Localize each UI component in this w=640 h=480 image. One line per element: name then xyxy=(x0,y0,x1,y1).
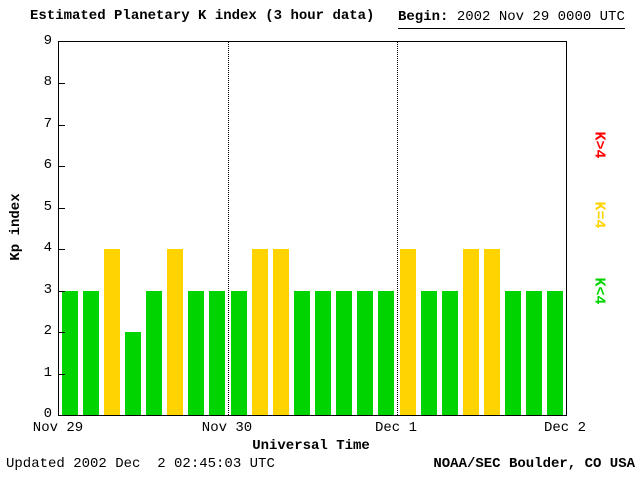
y-tick-label: 3 xyxy=(43,281,52,298)
kp-bar xyxy=(399,249,416,415)
source-credit: NOAA/SEC Boulder, CO USA xyxy=(433,456,635,472)
y-axis-tick xyxy=(59,373,65,375)
kp-bar xyxy=(82,290,99,415)
kp-bar xyxy=(61,290,78,415)
begin-label-text: Begin: xyxy=(398,9,449,25)
kp-bar xyxy=(146,290,163,415)
kp-bar xyxy=(272,249,289,415)
y-axis-tick xyxy=(59,83,65,85)
y-tick-label: 4 xyxy=(43,240,52,257)
kp-bar xyxy=(505,290,522,415)
kp-bar xyxy=(124,332,141,415)
y-tick-label: 0 xyxy=(43,406,52,422)
begin-label: Begin: 2002 Nov 29 0000 UTC xyxy=(398,9,625,29)
kp-bar xyxy=(251,249,268,415)
kp-bar xyxy=(167,249,184,415)
y-axis-tick xyxy=(59,166,65,168)
y-tick-label: 6 xyxy=(43,157,52,174)
y-axis-title: Kp index xyxy=(8,193,24,261)
y-tick-label: 1 xyxy=(43,364,52,381)
updated-timestamp: Updated 2002 Dec 2 02:45:03 UTC xyxy=(6,456,275,472)
kp-bar xyxy=(188,290,205,415)
y-tick-label: 2 xyxy=(43,323,52,340)
plot-area xyxy=(58,41,567,416)
kp-bar xyxy=(336,290,353,415)
x-tick-label: Dec 1 xyxy=(374,420,418,436)
y-tick-label: 9 xyxy=(43,33,52,49)
y-tick-label: 8 xyxy=(43,74,52,91)
x-tick-label: Dec 2 xyxy=(543,420,587,436)
legend-label: K>4 xyxy=(590,131,608,159)
x-tick-label: Nov 30 xyxy=(201,420,253,436)
chart-title: Estimated Planetary K index (3 hour data… xyxy=(30,8,375,24)
y-axis-tick xyxy=(59,124,65,126)
x-axis-title: Universal Time xyxy=(252,438,370,454)
y-axis-tick xyxy=(59,249,65,251)
kp-bar xyxy=(293,290,310,415)
kp-bar xyxy=(315,290,332,415)
y-axis-tick xyxy=(59,207,65,209)
y-tick-label: 5 xyxy=(43,198,52,215)
y-tick-label: 7 xyxy=(43,115,52,132)
day-divider-line xyxy=(228,42,229,415)
kp-bar xyxy=(378,290,395,415)
legend-label: K<4 xyxy=(590,277,608,305)
kp-bar xyxy=(230,290,247,415)
kp-bar xyxy=(484,249,501,415)
y-axis-tick xyxy=(59,332,65,334)
day-divider-line xyxy=(397,42,398,415)
y-axis-tick xyxy=(59,290,65,292)
kp-bar xyxy=(547,290,564,415)
kp-bar xyxy=(103,249,120,415)
legend-label: K=4 xyxy=(590,201,608,229)
kp-bar xyxy=(526,290,543,415)
x-tick-label: Nov 29 xyxy=(32,420,84,436)
kp-bar xyxy=(462,249,479,415)
kp-bar xyxy=(420,290,437,415)
kp-bar xyxy=(441,290,458,415)
kp-bar xyxy=(357,290,374,415)
begin-value: 2002 Nov 29 0000 UTC xyxy=(448,9,625,25)
kp-bar xyxy=(209,290,226,415)
